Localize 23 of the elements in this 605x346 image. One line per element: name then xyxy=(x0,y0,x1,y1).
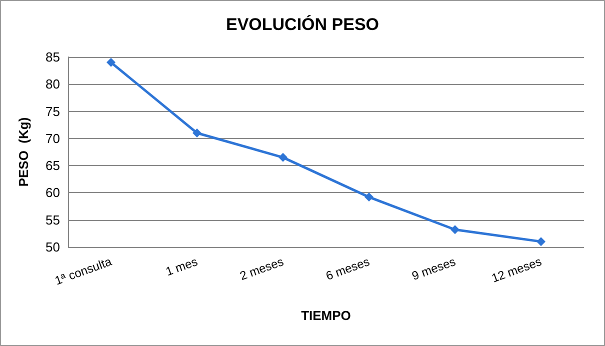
point xyxy=(536,237,546,246)
y-tick-label: 75 xyxy=(46,104,60,119)
y-tick-label: 85 xyxy=(46,50,60,64)
point xyxy=(364,192,374,202)
y-tick-label: 60 xyxy=(46,185,60,200)
x-tick-label: 9 meses xyxy=(410,254,458,284)
y-tick-label: 70 xyxy=(46,130,60,146)
chart-title: EVOLUCIÓN PESO xyxy=(226,14,380,34)
point xyxy=(278,152,288,162)
point xyxy=(192,128,202,138)
x-tick-label: 1 mes xyxy=(164,254,200,279)
x-tick-label: 2 meses xyxy=(238,254,286,284)
y-tick-label: 50 xyxy=(46,240,60,254)
x-axis-title: TIEMPO xyxy=(301,308,351,323)
y-tick-label: 65 xyxy=(46,158,60,174)
point xyxy=(450,225,460,234)
y-tick-label: 80 xyxy=(46,76,60,92)
x-tick-label: 12 meses xyxy=(490,254,544,286)
y-axis-title: PESO (Kg) xyxy=(16,117,31,187)
point xyxy=(106,58,116,67)
y-tick-label: 55 xyxy=(46,212,60,228)
x-tick-label: 6 meses xyxy=(324,254,372,284)
x-tick-label: 1ª consulta xyxy=(53,254,114,288)
